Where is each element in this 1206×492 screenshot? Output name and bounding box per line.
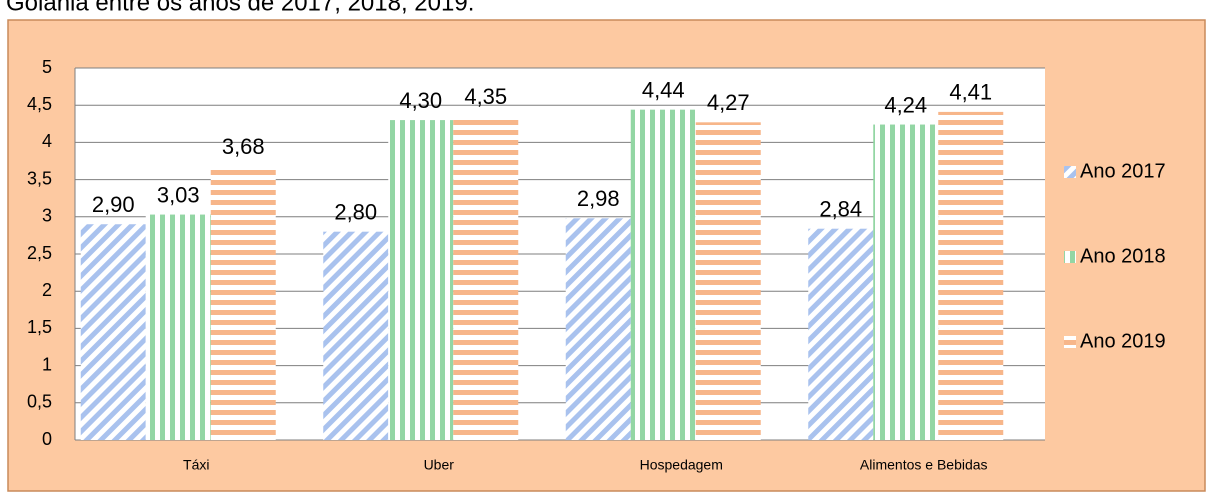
- data-label: 4,41: [949, 80, 992, 105]
- bar: [695, 122, 761, 440]
- legend-label: Ano 2019: [1080, 330, 1166, 352]
- legend-label: Ano 2018: [1080, 245, 1166, 267]
- legend-swatch: [1064, 251, 1076, 263]
- bar: [630, 109, 696, 440]
- y-tick-label: 0: [42, 429, 52, 449]
- data-label: 3,68: [222, 134, 265, 159]
- x-tick-label: Hospedagem: [640, 457, 723, 473]
- y-tick-label: 4: [42, 131, 52, 151]
- data-label: 4,44: [642, 77, 685, 102]
- x-tick-label: Uber: [424, 457, 455, 473]
- bar: [938, 111, 1004, 441]
- y-tick-label: 1,5: [27, 317, 52, 337]
- y-tick-label: 3: [42, 206, 52, 226]
- chart-title: Goiânia entre os anos de 2017, 2018, 201…: [6, 0, 474, 16]
- data-label: 3,03: [157, 182, 200, 207]
- bar: [565, 218, 631, 440]
- x-tick-label: Alimentos e Bebidas: [860, 457, 988, 473]
- data-label: 4,27: [707, 90, 750, 115]
- x-tick-label: Táxi: [183, 457, 209, 473]
- bar: [808, 228, 874, 440]
- bar: [453, 116, 519, 441]
- bar: [323, 231, 389, 440]
- y-tick-label: 0,5: [27, 392, 52, 412]
- legend-swatch: [1064, 166, 1076, 178]
- y-tick-label: 4,5: [27, 94, 52, 114]
- data-label: 2,80: [334, 199, 377, 224]
- bar: [145, 214, 211, 440]
- bar: [873, 124, 939, 440]
- data-label: 2,90: [92, 192, 135, 217]
- data-label: 4,24: [884, 92, 927, 117]
- data-label: 4,35: [464, 84, 507, 109]
- y-tick-label: 2,5: [27, 243, 52, 263]
- y-tick-label: 2: [42, 280, 52, 300]
- y-tick-label: 3,5: [27, 168, 52, 188]
- data-label: 2,98: [577, 186, 620, 211]
- bar: [388, 120, 454, 440]
- legend-label: Ano 2017: [1080, 160, 1166, 182]
- bar: [80, 224, 146, 440]
- y-tick-label: 1: [42, 354, 52, 374]
- data-label: 2,84: [819, 197, 862, 222]
- legend-swatch: [1064, 336, 1076, 348]
- data-label: 4,30: [399, 88, 442, 113]
- y-tick-label: 5: [42, 57, 52, 77]
- bar: [210, 166, 276, 440]
